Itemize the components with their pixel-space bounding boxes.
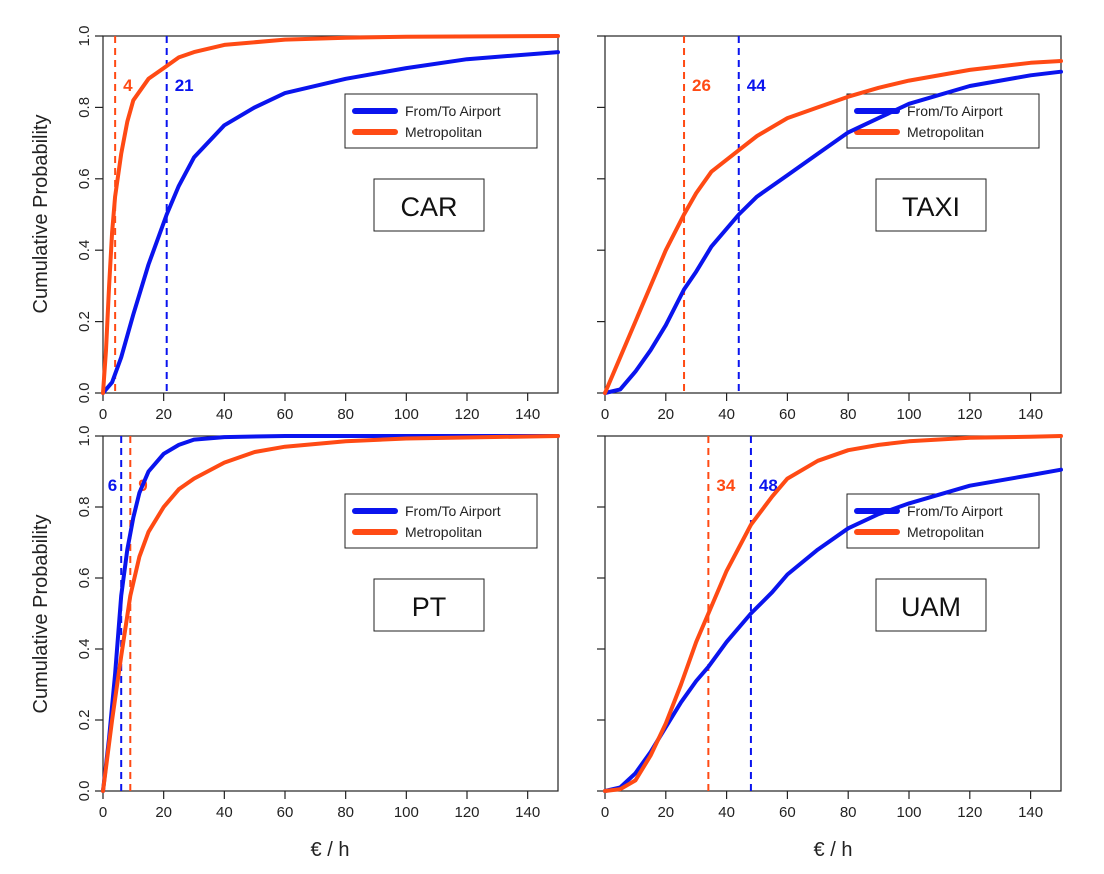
panel-title: UAM <box>875 578 987 632</box>
x-axis-label-left: € / h <box>311 839 350 861</box>
x-tick-label: 60 <box>277 804 294 821</box>
x-tick-label: 0 <box>601 804 609 821</box>
panel-title-box <box>875 578 987 632</box>
panel-title-box <box>373 178 485 232</box>
x-tick-label: 20 <box>155 406 172 423</box>
series-line-airport <box>101 50 560 395</box>
legend-entry: From/To Airport <box>405 103 501 119</box>
x-tick-label: 120 <box>957 804 982 821</box>
x-tick-label: 20 <box>657 804 674 821</box>
x-tick-label: 80 <box>840 804 857 821</box>
legend: From/To Airport Metropolitan <box>344 493 538 549</box>
x-tick-label: 20 <box>657 406 674 423</box>
legend-entry: Metropolitan <box>907 524 984 540</box>
y-tick-label: 0.8 <box>76 497 93 518</box>
x-tick-label: 100 <box>394 804 419 821</box>
x-tick-label: 120 <box>957 406 982 423</box>
panel-title-box <box>373 578 485 632</box>
y-tick-label: 1.0 <box>76 26 93 47</box>
y-tick-label: 0.4 <box>76 240 93 261</box>
x-tick-label: 60 <box>779 804 796 821</box>
legend-entry: Metropolitan <box>405 524 482 540</box>
x-tick-label: 80 <box>337 406 354 423</box>
series-line-airport <box>101 434 560 793</box>
x-tick-label: 40 <box>216 406 233 423</box>
x-tick-label: 40 <box>718 804 735 821</box>
legend-entry: From/To Airport <box>907 103 1003 119</box>
panel-title: CAR <box>373 178 485 232</box>
series-line-metropolitan <box>603 434 1063 793</box>
y-tick-label: 0.6 <box>76 168 93 189</box>
panel-title-text: PT <box>412 592 447 622</box>
median-label: 34 <box>716 476 735 495</box>
y-tick-label: 0.8 <box>76 97 93 118</box>
panel-title-box <box>875 178 987 232</box>
y-tick-label: 0.0 <box>76 781 93 802</box>
y-tick-label: 0.4 <box>76 639 93 660</box>
median-label: 21 <box>175 76 194 95</box>
y-tick-label: 0.0 <box>76 383 93 404</box>
x-tick-label: 60 <box>779 406 796 423</box>
y-axis-label-top: Cumulative Probability <box>30 115 52 314</box>
panel-taxi: 0 20 40 60 80 100 120 140 26 44 From/To Airport Met… <box>597 35 1063 423</box>
median-label: 26 <box>692 76 711 95</box>
x-tick-label: 140 <box>1018 406 1043 423</box>
series-line-metropolitan <box>603 59 1063 395</box>
median-label: 4 <box>123 76 133 95</box>
legend-box <box>344 493 538 549</box>
x-tick-label: 20 <box>155 804 172 821</box>
y-tick-label: 0.2 <box>76 311 93 332</box>
panel-title-text: UAM <box>901 592 961 622</box>
legend-entry: From/To Airport <box>907 503 1003 519</box>
x-tick-label: 140 <box>515 804 540 821</box>
y-tick-label: 0.2 <box>76 710 93 731</box>
median-label: 6 <box>108 476 117 495</box>
legend-entry: Metropolitan <box>405 124 482 140</box>
median-label: 48 <box>759 476 778 495</box>
legend-box <box>344 93 538 149</box>
plot-frame <box>604 35 1062 394</box>
x-tick-label: 80 <box>840 406 857 423</box>
panel-title: PT <box>373 578 485 632</box>
x-axis-label-right: € / h <box>814 839 853 861</box>
x-tick-label: 120 <box>454 804 479 821</box>
x-tick-label: 80 <box>337 804 354 821</box>
x-tick-label: 40 <box>718 406 735 423</box>
panel-title-text: CAR <box>400 192 457 222</box>
x-tick-label: 120 <box>454 406 479 423</box>
legend: From/To Airport Metropolitan <box>846 493 1040 549</box>
x-tick-label: 0 <box>601 406 609 423</box>
x-tick-label: 140 <box>515 406 540 423</box>
y-axis-label-bottom: Cumulative Probability <box>30 515 52 714</box>
y-tick-label: 0.6 <box>76 568 93 589</box>
median-label: 44 <box>747 76 766 95</box>
panel-title: TAXI <box>875 178 987 232</box>
x-tick-label: 0 <box>99 804 107 821</box>
x-tick-label: 140 <box>1018 804 1043 821</box>
panel-uam: 0 20 40 60 80 100 120 140 34 48 From/To Airport Met… <box>597 434 1063 821</box>
legend-box <box>846 493 1040 549</box>
series-line-metropolitan <box>101 434 560 793</box>
x-tick-label: 100 <box>394 406 419 423</box>
y-tick-label: 1.0 <box>76 426 93 447</box>
series-line-metropolitan <box>101 34 560 395</box>
legend-entry: From/To Airport <box>405 503 501 519</box>
panel-title-text: TAXI <box>902 192 960 222</box>
x-tick-label: 40 <box>216 804 233 821</box>
x-tick-label: 100 <box>896 804 921 821</box>
x-tick-label: 100 <box>896 406 921 423</box>
plot-frame <box>604 435 1062 792</box>
legend-entry: Metropolitan <box>907 124 984 140</box>
legend: From/To Airport Metropolitan <box>344 93 538 149</box>
plot-frame <box>102 435 559 792</box>
legend-box <box>846 93 1040 149</box>
x-tick-label: 0 <box>99 406 107 423</box>
series-line-airport <box>603 69 1063 395</box>
panel-car: 0 20 40 60 80 100 120 140 0.0 0.2 0.4 0.6 0.8 1.0 4 21 F… <box>76 26 560 423</box>
plot-frame <box>102 35 559 394</box>
x-tick-label: 60 <box>277 406 294 423</box>
